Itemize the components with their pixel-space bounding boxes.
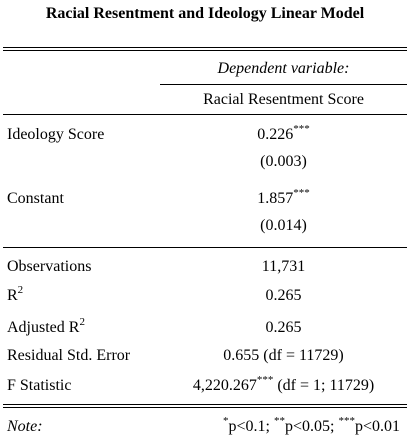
bottom-double-rule [3, 404, 407, 408]
table-title: Racial Resentment and Ideology Linear Mo… [45, 5, 365, 22]
stats-rule [3, 247, 407, 248]
stat-value-f-statistic: 4,220.267*** (df = 1; 11729) [192, 374, 375, 395]
coef-name-ideology: Ideology Score [7, 126, 105, 143]
coef-estimate-constant: 1.857*** [257, 187, 310, 208]
header-rule [3, 114, 407, 115]
coef-se-constant: (0.014) [260, 217, 307, 234]
coef-se-ideology: (0.003) [260, 153, 307, 170]
note-label: Note: [7, 418, 43, 435]
significance-note: *p<0.1; **p<0.05; ***p<0.01 [223, 415, 400, 436]
dependent-variable-label: Dependent variable: [217, 60, 350, 77]
stat-value-r2: 0.265 [265, 287, 302, 304]
stat-label-adjusted-r2: Adjusted R2 [7, 316, 85, 337]
stat-label-r2: R2 [7, 284, 24, 305]
header-underline [160, 84, 407, 85]
stat-value-adjusted-r2: 0.265 [265, 319, 302, 336]
coef-name-constant: Constant [7, 190, 64, 207]
coef-estimate-ideology: 0.226*** [257, 123, 310, 144]
top-double-rule [3, 47, 407, 51]
dependent-variable-name: Racial Resentment Score [203, 91, 364, 108]
stat-value-observations: 11,731 [261, 258, 306, 275]
stat-label-observations: Observations [7, 258, 92, 275]
stat-label-f-statistic: F Statistic [7, 377, 72, 394]
stat-value-residual-se: 0.655 (df = 11729) [223, 347, 344, 364]
stat-label-residual-se: Residual Std. Error [7, 347, 131, 364]
